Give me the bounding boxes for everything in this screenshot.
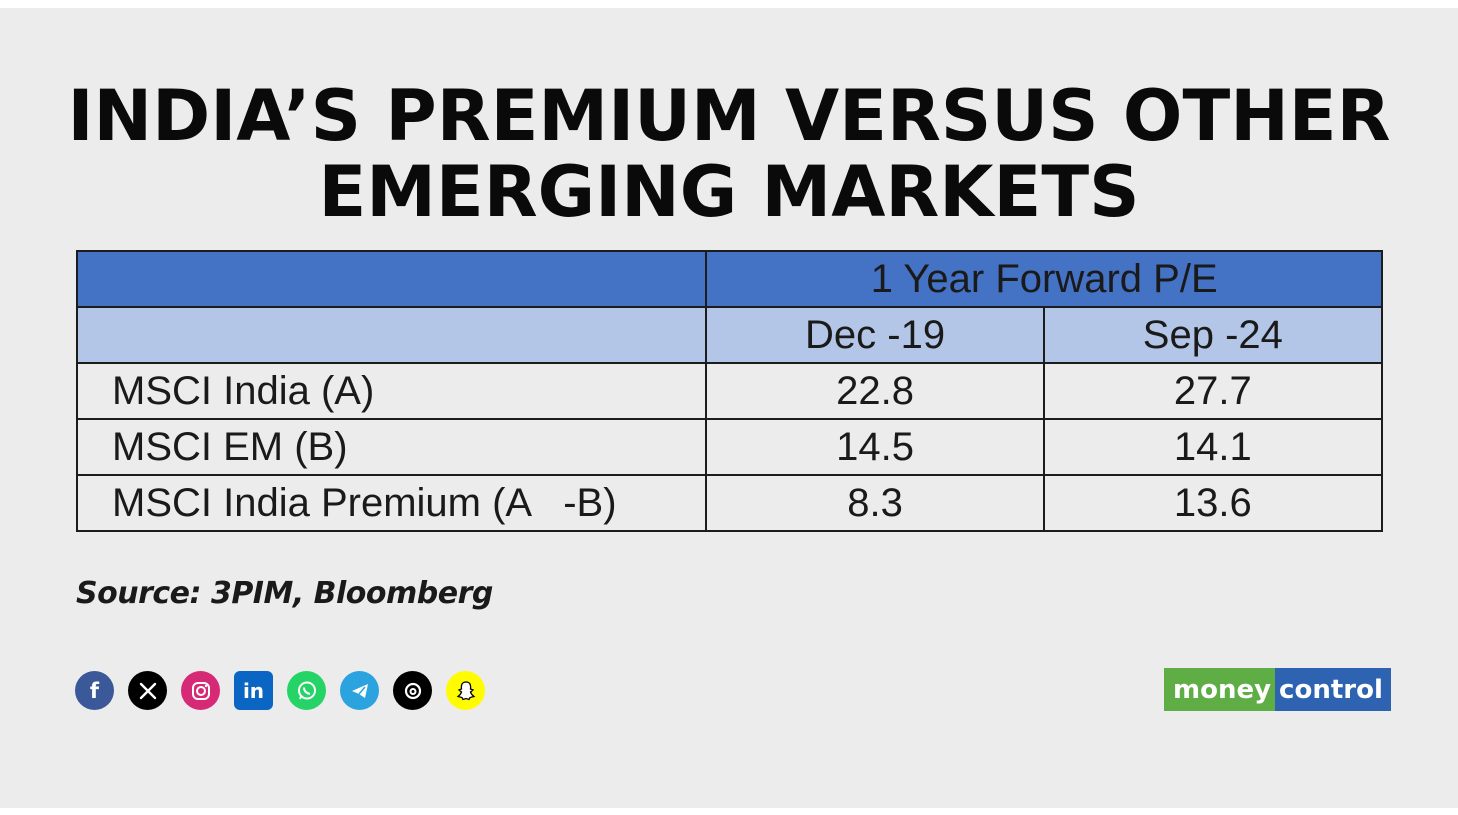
table-cell: 8.3 xyxy=(705,474,1045,532)
source-note: Source: 3PIM, Bloomberg xyxy=(76,576,493,611)
x-icon[interactable] xyxy=(128,671,167,710)
row-label: MSCI EM (B) xyxy=(75,418,708,476)
moneycontrol-logo: money control xyxy=(1164,668,1391,711)
linkedin-icon[interactable]: in xyxy=(234,671,273,710)
snapchat-icon[interactable] xyxy=(446,671,485,710)
row-label: MSCI India (A) xyxy=(75,362,708,420)
table-header-row-group: 1 Year Forward P/E xyxy=(75,250,1383,308)
title-line-2: EMERGING MARKETS xyxy=(318,151,1140,233)
table-header-row-columns: Dec -19 Sep -24 xyxy=(75,306,1384,364)
pe-table: 1 Year Forward P/E Dec -19 Sep -24 MSCI … xyxy=(75,250,1384,532)
column-header-sep-24: Sep -24 xyxy=(1042,306,1384,364)
threads-icon[interactable] xyxy=(393,671,432,710)
facebook-icon[interactable]: f xyxy=(75,671,114,710)
table-row: MSCI India (A) 22.8 27.7 xyxy=(75,362,1384,420)
table-cell: 14.1 xyxy=(1042,418,1384,476)
header-empty-cell xyxy=(75,250,708,308)
table-cell: 14.5 xyxy=(705,418,1045,476)
logo-part-control: control xyxy=(1275,668,1391,711)
table-row: MSCI India Premium (A -B) 8.3 13.6 xyxy=(75,474,1384,532)
table-cell: 13.6 xyxy=(1042,474,1384,532)
logo-part-money: money xyxy=(1164,668,1276,711)
title-line-1: INDIA’S PREMIUM VERSUS OTHER xyxy=(67,75,1391,157)
telegram-icon[interactable] xyxy=(340,671,379,710)
row-label: MSCI India Premium (A -B) xyxy=(75,474,708,532)
chart-title: INDIA’S PREMIUM VERSUS OTHER EMERGING MA… xyxy=(0,78,1458,230)
social-icons: f in xyxy=(75,671,485,710)
group-header: 1 Year Forward P/E xyxy=(705,250,1383,308)
table-row: MSCI EM (B) 14.5 14.1 xyxy=(75,418,1384,476)
column-header-dec-19: Dec -19 xyxy=(705,306,1045,364)
table-cell: 22.8 xyxy=(705,362,1045,420)
header-empty-cell xyxy=(75,306,708,364)
whatsapp-icon[interactable] xyxy=(287,671,326,710)
table-cell: 27.7 xyxy=(1042,362,1384,420)
instagram-icon[interactable] xyxy=(181,671,220,710)
